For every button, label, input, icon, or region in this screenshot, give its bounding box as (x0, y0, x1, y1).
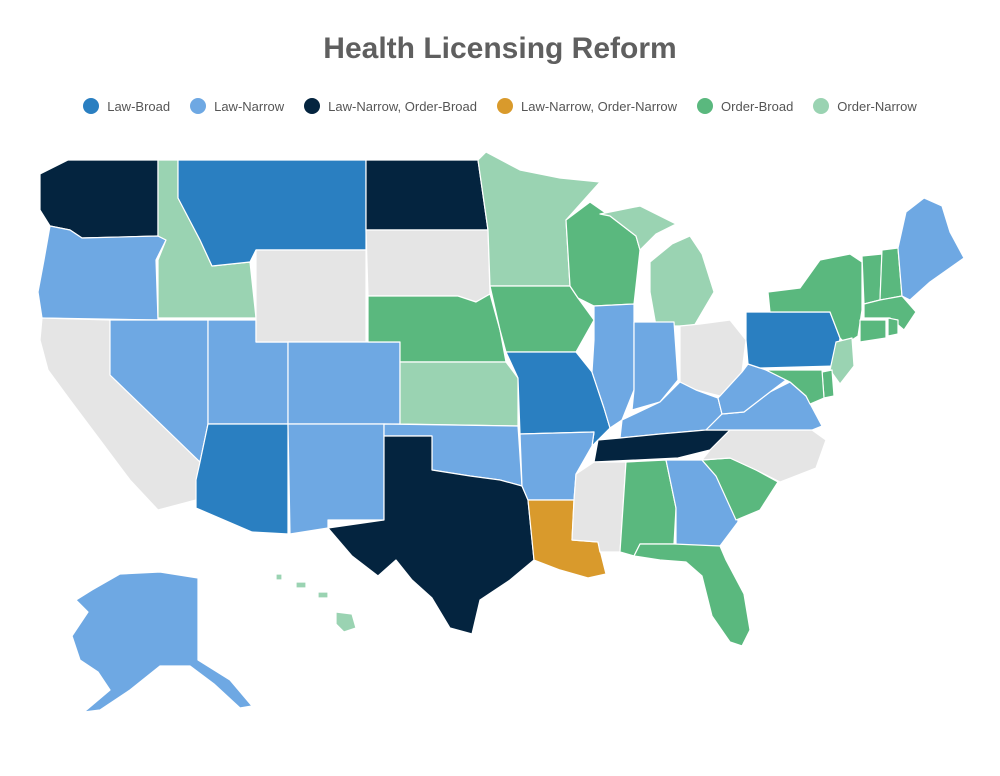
state-hi[interactable] (275, 573, 357, 633)
state-mi[interactable] (599, 205, 715, 327)
legend-label: Law-Broad (107, 98, 171, 114)
state-sd[interactable] (365, 229, 491, 303)
states-layer (37, 151, 965, 713)
state-vt[interactable] (861, 253, 883, 305)
state-ma[interactable] (863, 295, 917, 331)
state-nj[interactable] (829, 337, 855, 385)
legend: Law-Broad Law-Narrow Law-Narrow, Order-Bro… (0, 98, 1000, 114)
state-me[interactable] (897, 197, 965, 301)
state-or[interactable] (37, 225, 167, 321)
legend-swatch (304, 98, 321, 114)
state-co[interactable] (287, 341, 401, 425)
state-fl[interactable] (633, 543, 751, 647)
legend-label: Law-Narrow (214, 98, 285, 114)
legend-swatch (697, 98, 714, 114)
state-pa[interactable] (745, 311, 841, 369)
state-al[interactable] (619, 459, 677, 557)
legend-item-law-narrow-order-broad: Law-Narrow, Order-Broad (304, 98, 477, 114)
state-wi[interactable] (565, 201, 641, 307)
state-ak[interactable] (71, 571, 253, 713)
state-mo[interactable] (505, 351, 611, 447)
state-tx[interactable] (327, 435, 535, 635)
legend-swatch (813, 98, 830, 114)
state-nd[interactable] (365, 159, 489, 231)
legend-item-order-narrow: Order-Narrow (813, 98, 917, 114)
state-ne[interactable] (367, 293, 507, 363)
legend-item-order-broad: Order-Broad (697, 98, 793, 114)
state-md[interactable] (765, 369, 825, 405)
legend-label: Law-Narrow, Order-Broad (328, 98, 477, 114)
chart-title: Health Licensing Reform (323, 32, 677, 65)
legend-label: Order-Broad (721, 98, 794, 114)
state-ri[interactable] (887, 317, 899, 337)
state-ms[interactable] (571, 461, 627, 553)
legend-swatch (190, 98, 207, 114)
legend-item-law-broad: Law-Broad (83, 98, 170, 114)
state-wa[interactable] (39, 159, 159, 239)
state-nm[interactable] (287, 423, 385, 535)
legend-label: Order-Narrow (837, 98, 917, 114)
legend-swatch (83, 98, 100, 114)
state-mn[interactable] (477, 151, 601, 287)
state-ks[interactable] (399, 361, 519, 427)
legend-label: Law-Narrow, Order-Narrow (521, 98, 678, 114)
state-ct[interactable] (859, 319, 887, 343)
state-wy[interactable] (255, 249, 367, 343)
legend-swatch (497, 98, 513, 114)
legend-item-law-narrow-order-narrow: Law-Narrow, Order-Narrow (497, 98, 677, 114)
state-az[interactable] (195, 423, 289, 535)
legend-item-law-narrow: Law-Narrow (190, 98, 284, 114)
